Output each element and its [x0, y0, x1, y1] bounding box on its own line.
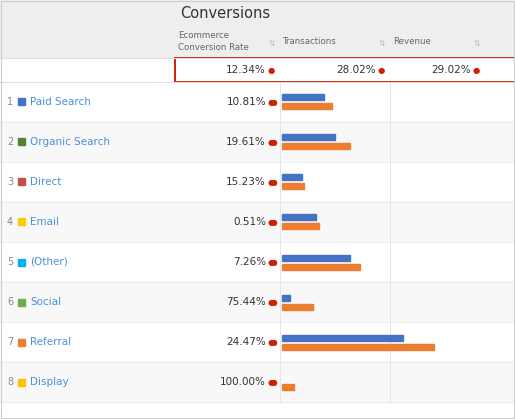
- Text: 4: 4: [7, 217, 13, 227]
- Bar: [282, 383, 295, 390]
- Text: ●: ●: [378, 65, 385, 75]
- Text: ●: ●: [268, 137, 275, 147]
- Text: 19.61%: 19.61%: [226, 137, 266, 147]
- Text: 1: 1: [7, 97, 13, 107]
- Bar: [0, 362, 515, 402]
- Text: ●: ●: [268, 337, 275, 347]
- Bar: [282, 103, 332, 109]
- Text: 7.26%: 7.26%: [233, 257, 266, 267]
- Text: ●: ●: [268, 98, 275, 106]
- Bar: [282, 344, 434, 349]
- Text: ●: ●: [473, 65, 480, 75]
- Text: 75.44%: 75.44%: [226, 297, 266, 307]
- Text: ●: ●: [270, 217, 277, 227]
- Text: 2: 2: [7, 137, 13, 147]
- Bar: [282, 223, 319, 230]
- Text: ●: ●: [270, 178, 277, 186]
- Bar: [282, 334, 403, 341]
- Text: 7: 7: [7, 337, 13, 347]
- Text: (Other): (Other): [30, 257, 68, 267]
- Text: ●: ●: [268, 258, 275, 266]
- Bar: [0, 0, 515, 28]
- Text: 29.02%: 29.02%: [432, 65, 471, 75]
- Bar: [18, 98, 25, 106]
- Text: 10.81%: 10.81%: [227, 97, 266, 107]
- Text: 5: 5: [7, 257, 13, 267]
- Bar: [282, 174, 302, 181]
- Bar: [18, 298, 25, 305]
- Bar: [0, 202, 515, 242]
- Text: ⇅: ⇅: [379, 39, 385, 47]
- Text: Referral: Referral: [30, 337, 71, 347]
- Text: ●: ●: [268, 65, 275, 75]
- Bar: [282, 254, 350, 261]
- Text: Organic Search: Organic Search: [30, 137, 110, 147]
- Text: 28.02%: 28.02%: [336, 65, 376, 75]
- Text: ●: ●: [268, 297, 275, 307]
- Text: ●: ●: [270, 98, 277, 106]
- Text: ●: ●: [268, 217, 275, 227]
- Text: 8: 8: [7, 377, 13, 387]
- Text: 100.00%: 100.00%: [220, 377, 266, 387]
- Text: Transactions: Transactions: [283, 37, 337, 46]
- Text: 6: 6: [7, 297, 13, 307]
- Bar: [0, 82, 515, 122]
- Text: Direct: Direct: [30, 177, 61, 187]
- Text: Conversions: Conversions: [180, 7, 270, 21]
- Text: ●: ●: [270, 378, 277, 386]
- Text: ⇅: ⇅: [474, 39, 480, 47]
- Text: 3: 3: [7, 177, 13, 187]
- Bar: [282, 134, 335, 140]
- Text: Revenue: Revenue: [393, 37, 431, 46]
- Text: 0.51%: 0.51%: [233, 217, 266, 227]
- Bar: [282, 143, 350, 150]
- Bar: [18, 178, 25, 186]
- Bar: [0, 242, 515, 282]
- Text: ●: ●: [270, 258, 277, 266]
- Text: 24.47%: 24.47%: [226, 337, 266, 347]
- Text: 12.34%: 12.34%: [226, 65, 266, 75]
- Bar: [0, 28, 515, 58]
- Bar: [0, 322, 515, 362]
- Text: Paid Search: Paid Search: [30, 97, 91, 107]
- Text: ●: ●: [268, 178, 275, 186]
- Bar: [282, 95, 324, 101]
- Bar: [0, 122, 515, 162]
- Text: ●: ●: [270, 337, 277, 347]
- Text: ●: ●: [270, 137, 277, 147]
- Bar: [282, 184, 304, 189]
- Text: Ecommerce
Conversion Rate: Ecommerce Conversion Rate: [178, 31, 249, 52]
- Bar: [18, 378, 25, 385]
- Text: ●: ●: [270, 297, 277, 307]
- Bar: [0, 282, 515, 322]
- Text: Social: Social: [30, 297, 61, 307]
- Text: Email: Email: [30, 217, 59, 227]
- Bar: [18, 139, 25, 145]
- Bar: [18, 218, 25, 225]
- Text: 15.23%: 15.23%: [226, 177, 266, 187]
- Bar: [18, 339, 25, 346]
- Bar: [18, 259, 25, 266]
- Bar: [175, 58, 515, 82]
- Bar: [282, 264, 359, 269]
- Text: Display: Display: [30, 377, 68, 387]
- Text: ⇅: ⇅: [269, 39, 275, 47]
- Bar: [282, 295, 290, 300]
- Text: ●: ●: [268, 378, 275, 386]
- Bar: [282, 215, 316, 220]
- Bar: [0, 58, 175, 82]
- Bar: [0, 162, 515, 202]
- Bar: [282, 303, 313, 310]
